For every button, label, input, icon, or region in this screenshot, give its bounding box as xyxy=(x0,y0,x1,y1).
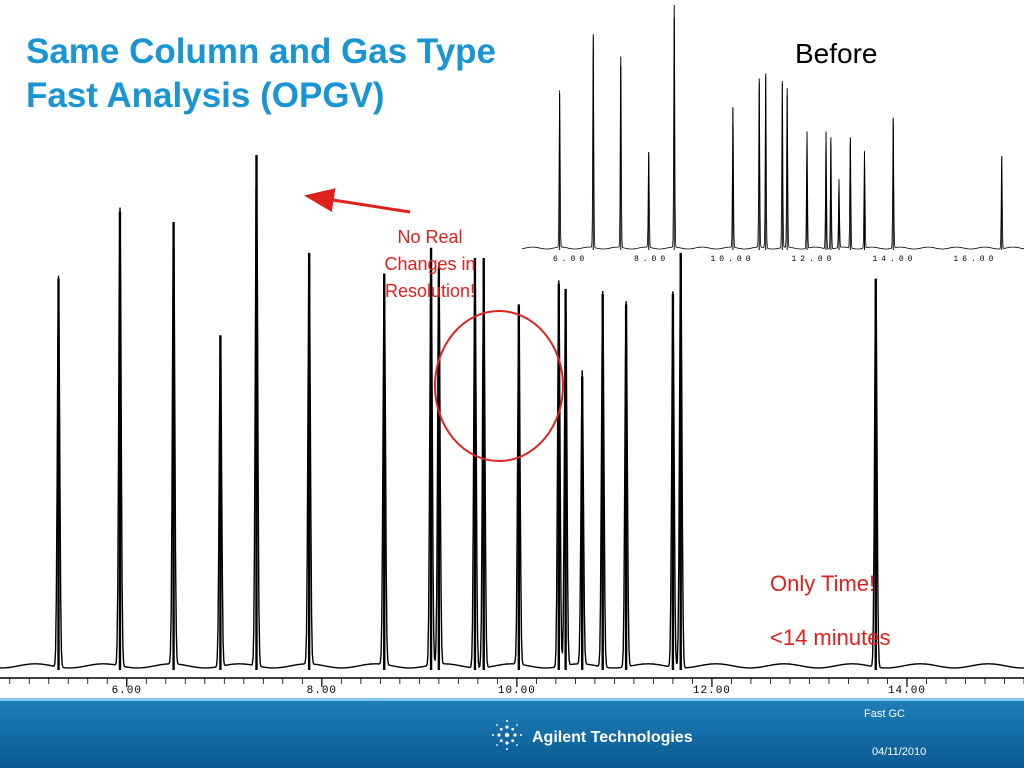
after-tick-label: 8.00 xyxy=(307,685,337,697)
before-tick-label: 12.00 xyxy=(791,255,835,264)
title-line-1: Same Column and Gas Type xyxy=(26,32,497,71)
after-tick-label: 14.00 xyxy=(888,685,926,697)
callout-line-3: Resolution! xyxy=(384,281,476,301)
footer-date: 04/11/2010 xyxy=(872,746,927,758)
footer-topic: Fast GC xyxy=(864,708,905,720)
after-tick-label: 12.00 xyxy=(693,685,731,697)
chromatograms: 6.00 8.00 10.00 12.00 14.00 6.00 8.00 10.00 12.… xyxy=(0,5,1024,697)
footer-bar: Agilent Technologies Fast GC 04/11/2010 xyxy=(0,698,1024,768)
before-tick-label: 6.00 xyxy=(553,255,588,264)
company-logo: Agilent Technologies xyxy=(490,718,693,757)
slide-title: Same Column and Gas Type Fast Analysis (… xyxy=(26,30,496,118)
callout-arrow xyxy=(304,188,411,214)
after-tick-label: 6.00 xyxy=(112,685,142,697)
before-tick-label: 8.00 xyxy=(634,255,669,264)
company-name: Agilent Technologies xyxy=(532,728,693,746)
agilent-spark-icon xyxy=(490,718,524,757)
title-line-2: Fast Analysis (OPGV) xyxy=(26,76,385,115)
after-tick-label: 10.00 xyxy=(498,685,536,697)
resolution-callout: No Real Changes in Resolution! xyxy=(360,224,500,305)
before-tick-label: 14.00 xyxy=(872,255,916,264)
before-tick-label: 10.00 xyxy=(711,255,755,264)
only-time-note: Only Time! xyxy=(770,571,876,596)
after-trace xyxy=(0,161,1024,669)
minutes-note: <14 minutes xyxy=(770,625,891,650)
callout-line-2: Changes in xyxy=(384,254,476,274)
before-label: Before xyxy=(795,38,878,69)
after-chromatogram: 6.00 8.00 10.00 12.00 14.00 xyxy=(0,155,1024,697)
before-chromatogram-inset: 6.00 8.00 10.00 12.00 14.00 16.00 xyxy=(522,5,1024,264)
resolution-highlight-circle xyxy=(434,310,564,462)
callout-line-1: No Real xyxy=(397,227,463,247)
footer-stripe xyxy=(0,698,1024,701)
before-trace xyxy=(522,17,1024,250)
before-tick-label: 16.00 xyxy=(953,255,997,264)
